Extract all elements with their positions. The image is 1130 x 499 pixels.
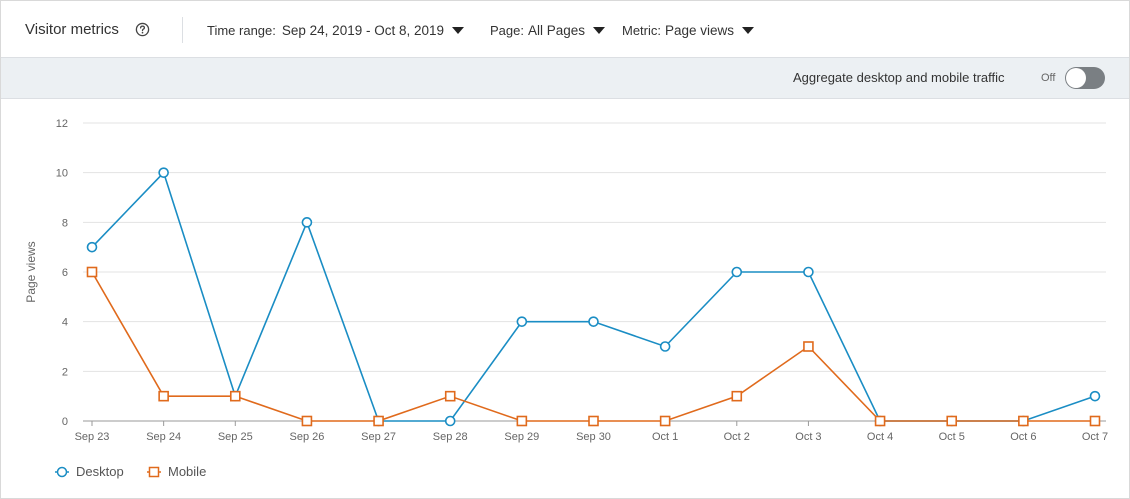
legend-mobile[interactable]: Mobile [146,464,206,479]
circle-marker-icon [55,466,69,477]
toggle-knob [1066,68,1086,88]
mobile-series-line [91,271,1095,422]
desktop-data-point [659,341,671,352]
aggregate-bar: Aggregate desktop and mobile traffic Off [1,58,1129,99]
time-range-label: Time range: [207,23,276,38]
x-tick-label: Sep 23 [75,431,110,443]
x-tick-label: Sep 25 [218,431,253,443]
desktop-data-point [86,241,98,253]
time-range-value: Sep 24, 2019 - Oct 8, 2019 [281,23,445,38]
desktop-data-point [158,167,169,178]
x-tick-label: Sep 30 [576,431,611,443]
legend-desktop-label: Desktop [76,464,124,479]
metric-label: Metric: [622,23,661,38]
x-tick-label: Sep 28 [433,431,468,443]
x-tick-label: Sep 24 [146,431,181,443]
toggle-state-label: Off [1041,72,1056,84]
desktop-data-point [444,415,456,427]
mobile-data-point [158,390,169,402]
y-axis-title: Page views [24,241,38,302]
y-tick-label: 8 [62,217,68,229]
metric-value: Page views [665,23,735,38]
mobile-data-point [803,341,814,352]
caret-down-icon [742,27,755,34]
mobile-data-point [1089,415,1101,427]
metric-dropdown[interactable]: Metric: Page views [622,23,755,38]
caret-down-icon [452,27,465,34]
desktop-data-point [1089,390,1101,402]
x-tick-label: Oct 7 [1082,431,1108,443]
desktop-data-point [803,266,814,278]
mobile-data-point [373,415,384,427]
help-circle-icon[interactable] [135,22,150,37]
desktop-data-point [588,316,599,327]
x-tick-label: Oct 2 [724,431,750,443]
x-tick-label: Sep 29 [504,431,539,443]
legend-mobile-label: Mobile [168,464,207,479]
y-tick-label: 2 [62,366,68,378]
x-tick-label: Sep 27 [361,431,396,443]
mobile-data-point [444,390,456,402]
aggregate-toggle[interactable] [1065,67,1105,89]
mobile-data-point [731,390,743,402]
y-tick-label: 0 [62,416,68,428]
legend-desktop[interactable]: Desktop [54,464,124,479]
card-header: Visitor metrics Time range: Sep 24, 2019… [1,1,1129,58]
x-tick-label: Sep 26 [289,431,324,443]
mobile-data-point [588,415,599,427]
desktop-series-line [91,171,1096,422]
mobile-data-point [301,415,313,427]
desktop-data-point [516,316,528,327]
page-value: All Pages [527,23,586,38]
time-range-dropdown[interactable]: Time range: Sep 24, 2019 - Oct 8, 2019 [207,23,465,38]
mobile-data-point [946,415,958,427]
square-marker-icon [147,466,161,477]
y-tick-label: 4 [62,317,68,329]
y-tick-label: 12 [56,118,68,130]
mobile-data-point [229,390,241,402]
desktop-data-point [731,266,743,278]
x-tick-label: Oct 4 [867,431,893,443]
mobile-data-point [86,266,98,278]
header-divider [182,17,183,43]
x-tick-label: Oct 5 [939,431,965,443]
card-title: Visitor metrics [25,21,119,38]
y-tick-label: 6 [62,267,68,279]
page-views-line-chart: 0 2 4 6 8 10 12 Page views Sep 23 Sep 24 Sep 25 Sep… [24,118,1108,443]
x-tick-label: Oct 1 [652,431,678,443]
mobile-data-point [874,415,886,427]
caret-down-icon [593,27,606,34]
desktop-data-point [301,217,313,228]
page-dropdown[interactable]: Page: All Pages [490,23,606,38]
aggregate-label: Aggregate desktop and mobile traffic [793,70,1005,85]
y-tick-label: 10 [56,168,68,180]
mobile-data-point [516,415,528,427]
page-label: Page: [490,23,524,38]
mobile-data-point [1018,415,1029,427]
x-tick-label: Oct 3 [795,431,821,443]
x-tick-label: Oct 6 [1010,431,1036,443]
mobile-data-point [659,415,671,427]
